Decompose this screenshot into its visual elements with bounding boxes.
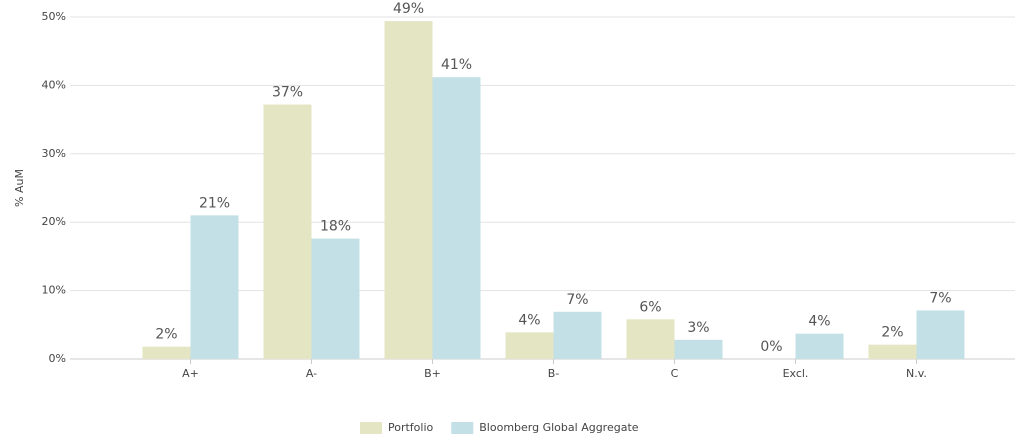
value-label: 0% [760, 339, 782, 355]
value-label: 2% [881, 325, 903, 341]
value-label: 18% [320, 219, 351, 235]
bar [626, 319, 675, 359]
bar [142, 346, 191, 359]
bar [868, 344, 917, 359]
bar [311, 238, 360, 359]
bar [674, 339, 723, 359]
y-tick-label: 30% [42, 147, 66, 160]
legend-swatch [451, 422, 474, 434]
bar [263, 104, 312, 359]
bar [384, 21, 433, 359]
x-tick-label: A+ [182, 367, 199, 380]
bar [190, 215, 239, 359]
value-label: 4% [518, 312, 540, 328]
value-label: 7% [929, 290, 951, 306]
y-tick-label: 10% [42, 284, 66, 297]
value-label: 21% [199, 195, 230, 211]
y-tick-label: 40% [42, 78, 66, 91]
x-tick-label: C [671, 367, 679, 380]
y-tick-label: 0% [49, 352, 66, 365]
x-tick-label: B- [548, 367, 560, 380]
value-label: 3% [687, 320, 709, 336]
bar [553, 311, 602, 359]
x-tick-label: Excl. [783, 367, 809, 380]
value-label: 6% [639, 299, 661, 315]
value-label: 4% [808, 314, 830, 330]
value-label: 37% [272, 85, 303, 101]
value-label: 49% [393, 1, 424, 17]
y-tick-label: 20% [42, 215, 66, 228]
value-label: 41% [441, 57, 472, 73]
bar [432, 77, 481, 359]
x-tick-label: N.v. [906, 367, 927, 380]
value-label: 2% [155, 327, 177, 343]
value-label: 7% [566, 292, 588, 308]
legend-swatch [360, 422, 382, 434]
y-tick-label: 50% [42, 10, 66, 23]
bar [795, 333, 844, 359]
bar [505, 332, 554, 359]
legend-label: Bloomberg Global Aggregate [479, 421, 638, 434]
x-tick-label: A- [306, 367, 317, 380]
x-tick-label: B+ [424, 367, 441, 380]
legend-label: Portfolio [388, 421, 434, 434]
y-axis-label: % AuM [13, 169, 26, 207]
bar [916, 310, 965, 359]
